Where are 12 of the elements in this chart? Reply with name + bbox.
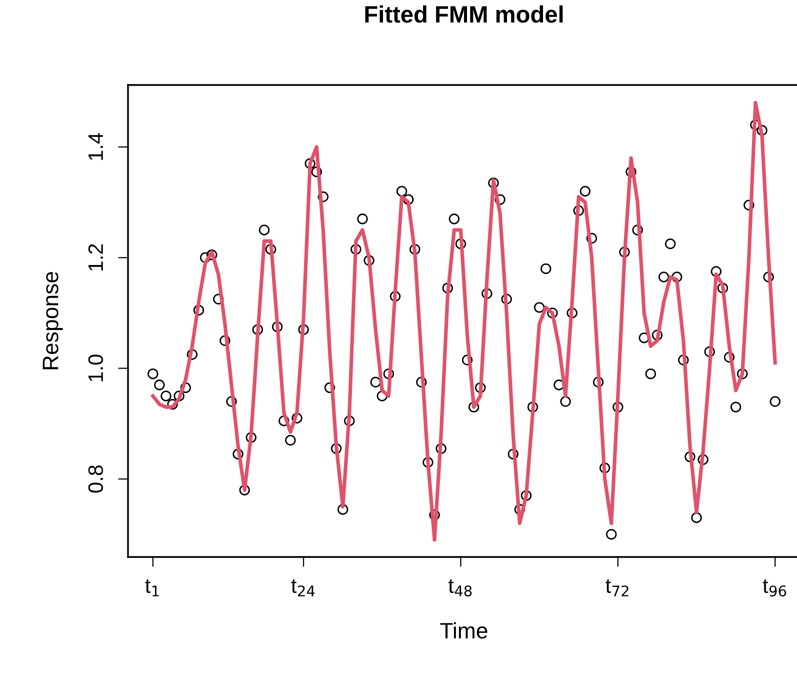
y-tick-label: 1.2 bbox=[88, 244, 103, 271]
x-tick-label: t$_{1}$ bbox=[145, 579, 159, 596]
x-tick-label: t$_{48}$ bbox=[448, 579, 472, 596]
y-tick-label: 1.4 bbox=[88, 133, 103, 160]
y-tick-label: 1.0 bbox=[88, 354, 104, 382]
chart-title: Fitted FMM model bbox=[365, 5, 563, 23]
x-tick-label: t$_{96}$ bbox=[762, 579, 786, 596]
x-tick-label: t$_{72}$ bbox=[606, 579, 628, 596]
y-tick-label: 0.8 bbox=[88, 465, 104, 493]
x-axis-title: Time bbox=[440, 622, 488, 639]
y-axis-title: Response bbox=[42, 272, 63, 370]
x-tick-label: t$_{24}$ bbox=[291, 579, 315, 596]
